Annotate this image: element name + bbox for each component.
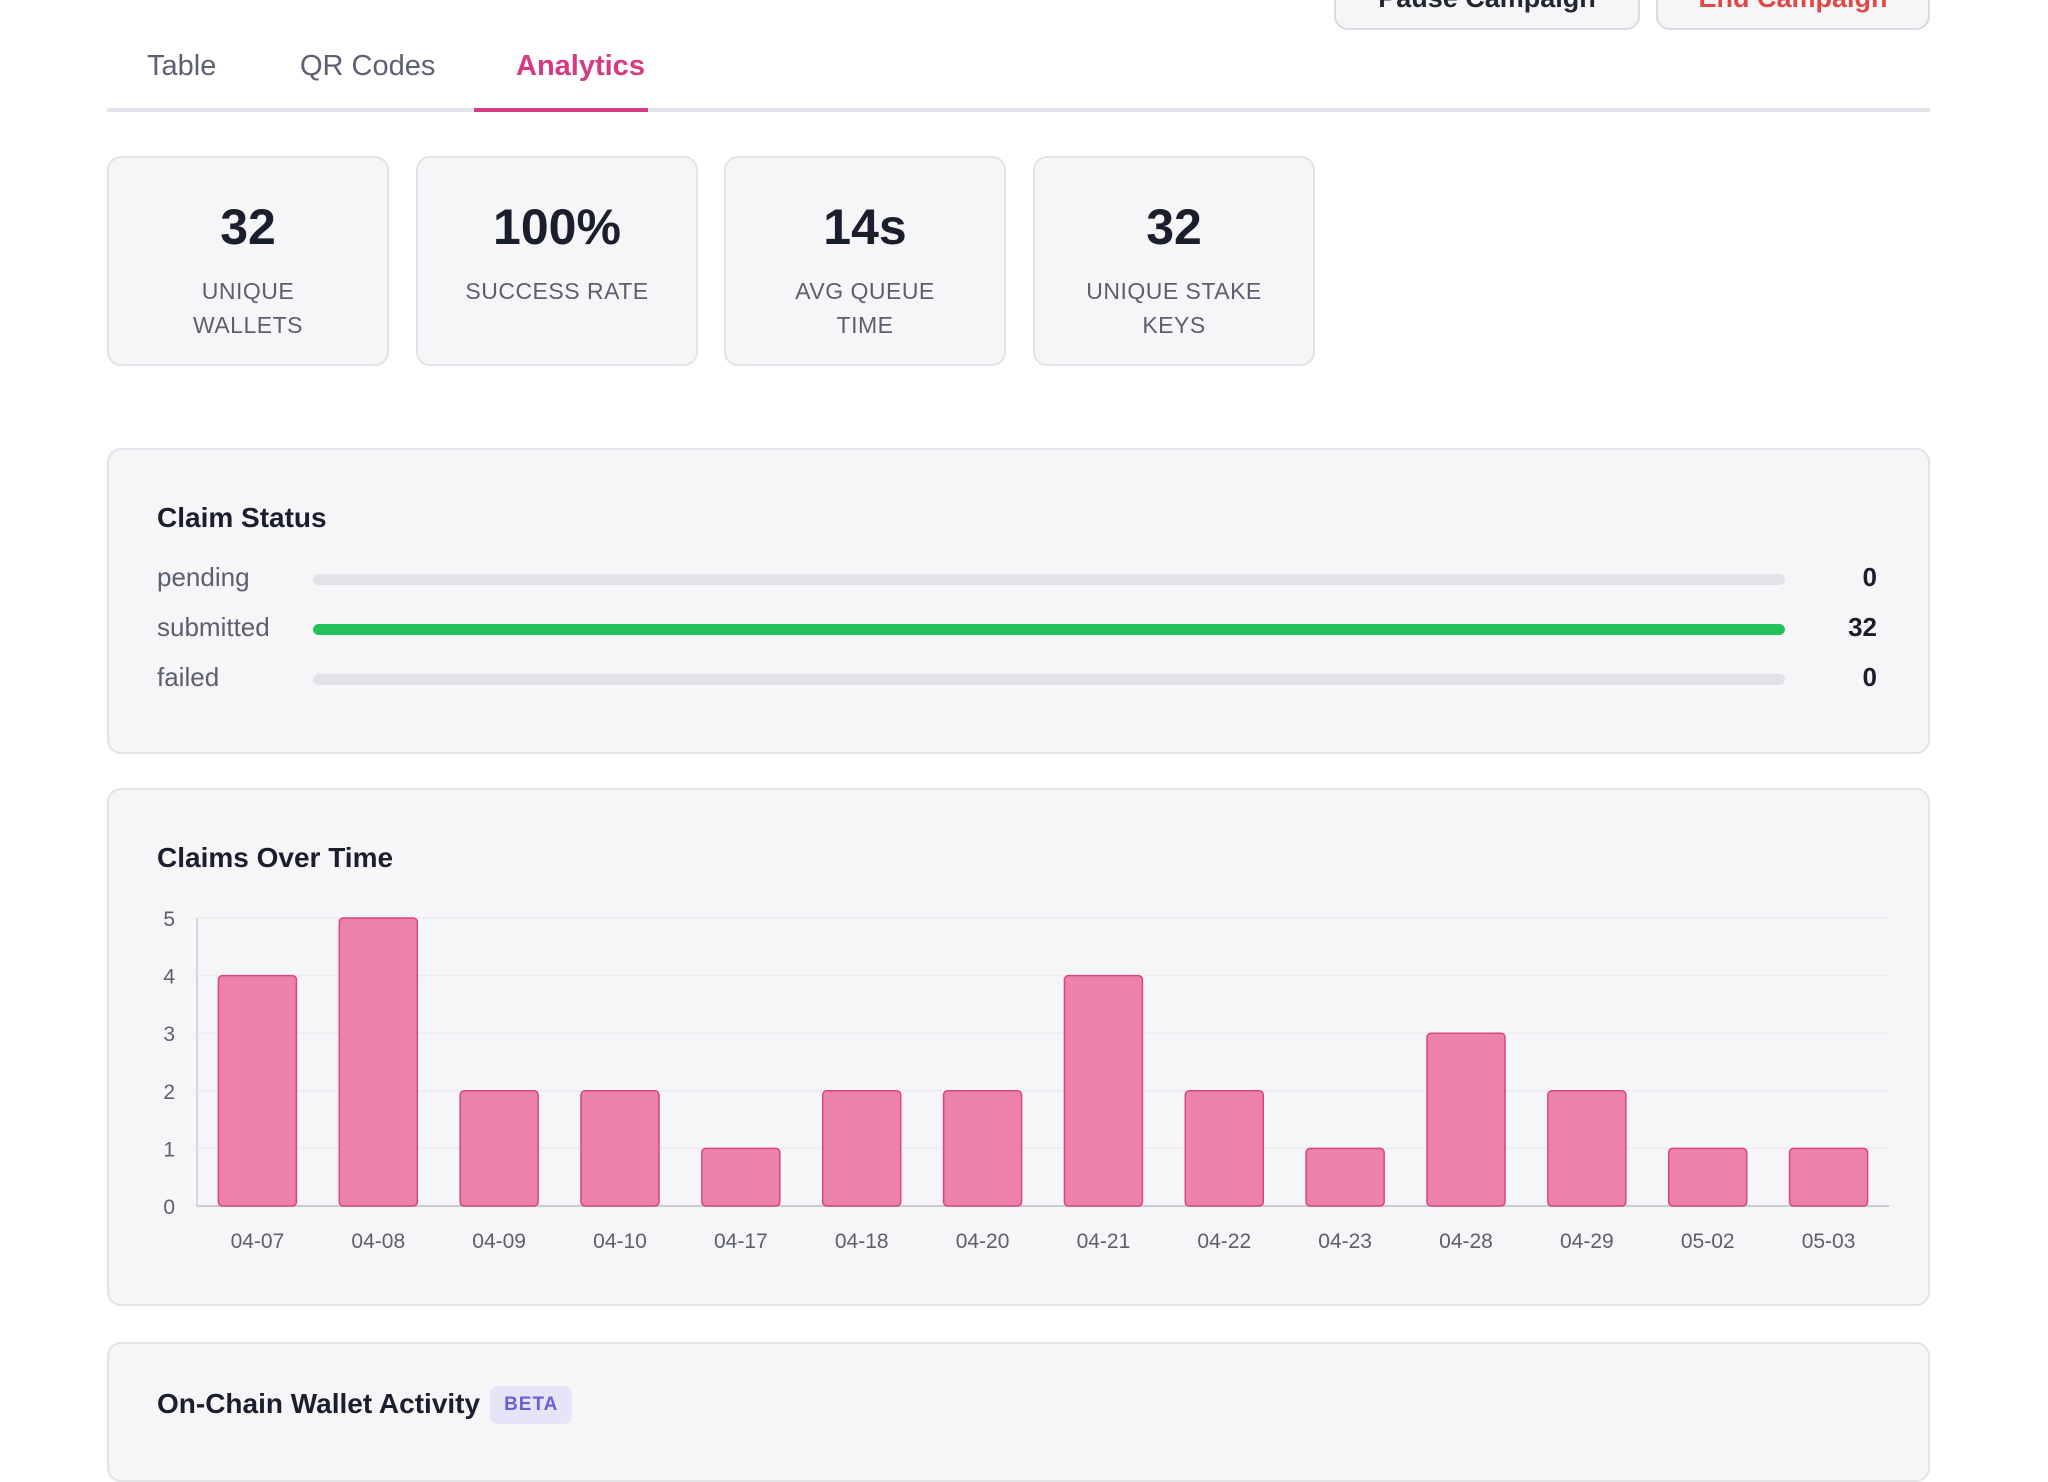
status-row-pending: pending 0 <box>157 558 1877 598</box>
claim-status-panel: Claim Status pending 0 submitted 32 fail… <box>107 448 1930 754</box>
bar-04-08 <box>338 917 419 1207</box>
x-tick-label: 04-23 <box>1318 1230 1372 1253</box>
stat-card-unique-stake-keys: 32 UNIQUE STAKE KEYS <box>1033 156 1315 366</box>
status-label: submitted <box>157 612 270 642</box>
bar-04-09 <box>459 1090 539 1207</box>
x-tick-label: 04-29 <box>1560 1230 1614 1253</box>
beta-badge: BETA <box>490 1386 573 1424</box>
stat-value: 32 <box>220 199 276 255</box>
status-progress-track <box>313 574 1785 585</box>
bar-04-22 <box>1184 1090 1265 1207</box>
x-tick-label: 04-20 <box>956 1230 1010 1253</box>
bar-05-03 <box>1788 1147 1869 1207</box>
y-tick-label: 5 <box>163 908 175 931</box>
tab-qr-codes[interactable]: QR Codes <box>300 50 436 82</box>
tab-table[interactable]: Table <box>147 50 217 82</box>
status-row-failed: failed 0 <box>157 658 1877 698</box>
wallet-activity-title: On-Chain Wallet Activity BETA <box>157 1386 573 1424</box>
x-tick-label: 04-17 <box>714 1230 768 1253</box>
y-tick-label: 2 <box>163 1081 175 1104</box>
claims-over-time-chart: 0 1 2 3 4 5 04-07 04-08 04-09 04-10 04-17 04-18 04-2… <box>163 908 1889 1253</box>
tab-analytics[interactable]: Analytics <box>516 50 645 82</box>
claim-status-title: Claim Status <box>157 502 327 533</box>
x-tick-label: 04-09 <box>472 1230 526 1253</box>
x-tick-label: 04-10 <box>593 1230 647 1253</box>
stat-card-avg-queue-time: 14s AVG QUEUE TIME <box>724 156 1006 366</box>
claims-over-time-panel: Claims Over Time 0 1 2 3 4 5 04-07 04-08 04-09 04… <box>107 788 1930 1306</box>
wallet-activity-panel: On-Chain Wallet Activity BETA <box>107 1342 1930 1482</box>
status-count: 0 <box>1862 662 1877 692</box>
stat-label: AVG QUEUE TIME <box>795 278 935 338</box>
bar-04-20 <box>942 1090 1023 1207</box>
y-tick-label: 3 <box>163 1023 175 1046</box>
y-tick-label: 0 <box>163 1196 175 1219</box>
stat-card-unique-wallets: 32 UNIQUE WALLETS <box>107 156 389 366</box>
stat-label: UNIQUE WALLETS <box>192 278 303 338</box>
x-tick-label: 04-08 <box>351 1230 405 1253</box>
bar-04-07 <box>217 974 298 1207</box>
active-tab-indicator <box>474 108 648 112</box>
status-progress-fill <box>313 624 1785 635</box>
status-count: 32 <box>1848 612 1877 642</box>
x-tick-label: 04-18 <box>835 1230 889 1253</box>
status-label: failed <box>157 662 220 692</box>
bar-04-28 <box>1426 1032 1506 1207</box>
wallet-activity-title-text: On-Chain Wallet Activity <box>157 1388 481 1419</box>
bar-04-17 <box>701 1147 781 1207</box>
stat-card-success-rate: 100% SUCCESS RATE <box>416 156 698 366</box>
bar-04-29 <box>1547 1090 1627 1207</box>
stat-value: 100% <box>493 199 621 255</box>
status-count: 0 <box>1862 562 1877 592</box>
y-tick-label: 1 <box>163 1138 175 1161</box>
claims-over-time-title: Claims Over Time <box>157 842 394 873</box>
stat-label: UNIQUE STAKE KEYS <box>1086 278 1262 338</box>
bar-04-21 <box>1063 974 1144 1207</box>
status-progress-track <box>313 624 1785 635</box>
bar-04-23 <box>1305 1147 1385 1207</box>
stat-label: SUCCESS RATE <box>465 278 649 304</box>
status-progress-track <box>313 674 1785 685</box>
stat-value: 14s <box>823 199 907 255</box>
pause-campaign-button[interactable]: Pause Campaign <box>1334 0 1640 30</box>
x-tick-label: 04-28 <box>1439 1230 1493 1253</box>
x-tick-label: 05-03 <box>1802 1230 1856 1253</box>
bar-04-10 <box>580 1090 660 1207</box>
status-row-submitted: submitted 32 <box>157 608 1877 648</box>
stat-value: 32 <box>1146 199 1202 255</box>
x-tick-label: 05-02 <box>1681 1230 1735 1253</box>
status-label: pending <box>157 562 250 592</box>
tab-bar: Table QR Codes Analytics <box>107 40 1930 112</box>
end-campaign-button[interactable]: End Campaign <box>1656 0 1930 30</box>
x-tick-label: 04-22 <box>1197 1230 1251 1253</box>
bar-05-02 <box>1667 1147 1748 1207</box>
bar-04-18 <box>821 1090 902 1207</box>
y-tick-label: 4 <box>163 966 175 989</box>
x-tick-label: 04-21 <box>1077 1230 1131 1253</box>
x-tick-label: 04-07 <box>231 1230 285 1253</box>
